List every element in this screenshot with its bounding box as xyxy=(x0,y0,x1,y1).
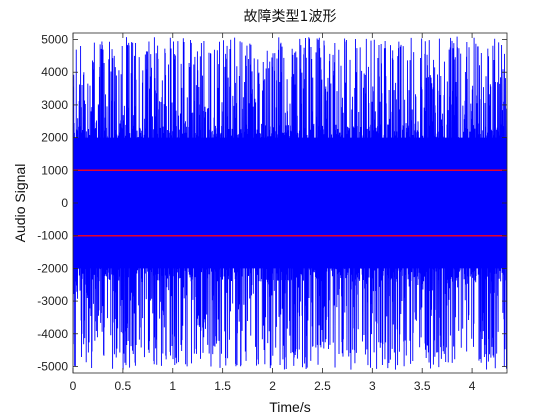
series-dense-band xyxy=(73,137,507,269)
y-tick-label: 1000 xyxy=(41,163,68,177)
x-tick-label: 1 xyxy=(169,379,176,393)
x-tick-label: 0.5 xyxy=(115,379,132,393)
x-tick-label: 2.5 xyxy=(314,379,331,393)
x-axis-label: Time/s xyxy=(269,399,311,415)
y-tick-label: 5000 xyxy=(41,33,68,47)
y-tick-label: -3000 xyxy=(37,294,68,308)
y-tick-label: 4000 xyxy=(41,65,68,79)
series-line xyxy=(73,36,507,370)
axes-layer: 0 0.5 1 1.5 2 2.5 3 3.5 4 -5000 -4000 -3000 -2000 -10… xyxy=(37,33,508,393)
x-tick-label: 3 xyxy=(369,379,376,393)
x-tick-label: 4 xyxy=(469,379,476,393)
y-axis-label: Audio Signal xyxy=(12,163,28,243)
chart-title: 故障类型1波形 xyxy=(243,9,337,25)
x-tick-label: 0 xyxy=(70,379,77,393)
x-tick-label: 2 xyxy=(269,379,276,393)
y-tick-label: -5000 xyxy=(37,359,68,373)
y-tick-label: -4000 xyxy=(37,327,68,341)
series-layer xyxy=(73,36,507,370)
y-tick-label: 0 xyxy=(61,196,68,210)
x-tick-label: 1.5 xyxy=(214,379,231,393)
y-tick-label: -2000 xyxy=(37,261,68,275)
y-tick-label: 3000 xyxy=(41,98,68,112)
x-tick-label: 3.5 xyxy=(414,379,431,393)
y-tick-label: -1000 xyxy=(37,229,68,243)
y-tick-label: 2000 xyxy=(41,131,68,145)
threshold-layer xyxy=(73,169,507,237)
